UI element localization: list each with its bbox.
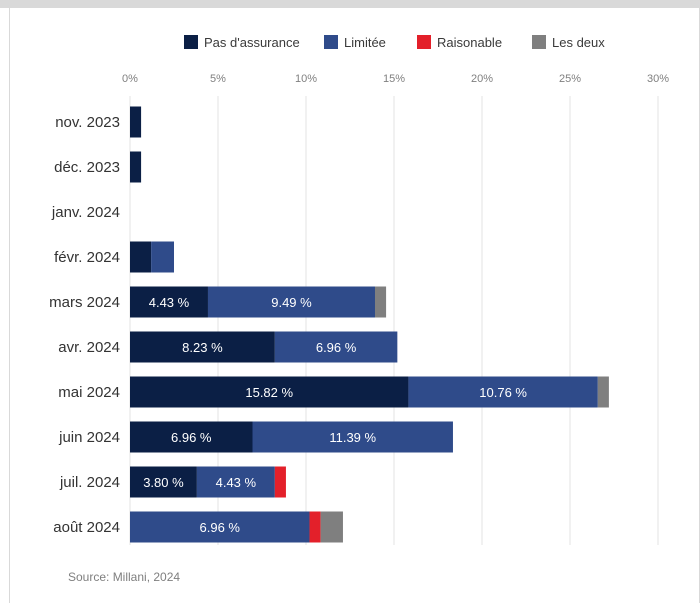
legend-label: Pas d'assurance	[204, 35, 300, 50]
category-label: août 2024	[53, 519, 120, 536]
x-tick-label: 25%	[559, 73, 581, 85]
bar-segment	[196, 466, 275, 498]
x-tick-label: 30%	[647, 73, 669, 85]
bar-segment	[309, 511, 321, 543]
bar-segment	[130, 106, 142, 138]
data-label: 4.43 %	[149, 295, 190, 310]
top-border	[0, 0, 700, 8]
bar-segment	[597, 376, 609, 408]
category-label: févr. 2024	[54, 249, 120, 266]
data-label: 6.96 %	[316, 340, 357, 355]
bar-segment	[374, 286, 387, 318]
legend-swatch	[417, 35, 431, 49]
bar-segment	[130, 331, 275, 363]
legend-swatch	[324, 35, 338, 49]
data-label: 8.23 %	[182, 340, 223, 355]
bar-segment	[274, 466, 286, 498]
x-tick-label: 20%	[471, 73, 493, 85]
category-label: janv. 2024	[51, 204, 120, 221]
bar-segment	[130, 511, 310, 543]
bar-segment	[130, 376, 409, 408]
bar-segment	[151, 241, 174, 273]
category-label: avr. 2024	[58, 339, 120, 356]
legend-label: Limitée	[344, 35, 386, 50]
source-note: Source: Millani, 2024	[68, 570, 181, 584]
category-label: juin 2024	[58, 429, 120, 446]
left-border	[9, 8, 10, 603]
legend-swatch	[184, 35, 198, 49]
category-label: mars 2024	[49, 294, 120, 311]
data-label: 15.82 %	[245, 385, 293, 400]
category-label: déc. 2023	[54, 159, 120, 176]
legend-label: Les deux	[552, 35, 605, 50]
data-label: 4.43 %	[216, 475, 257, 490]
category-label: juil. 2024	[59, 474, 120, 491]
bar-segment	[130, 421, 253, 453]
bar-segment	[408, 376, 598, 408]
bar-segment	[130, 241, 152, 273]
category-label: nov. 2023	[55, 114, 120, 131]
data-label: 6.96 %	[171, 430, 212, 445]
data-label: 11.39 %	[329, 430, 376, 445]
bar-segment	[320, 511, 343, 543]
bar-segment	[252, 421, 453, 453]
x-tick-label: 5%	[210, 73, 226, 85]
data-label: 6.96 %	[200, 520, 241, 535]
bar-segment	[207, 286, 375, 318]
bar-segment	[130, 151, 142, 183]
legend-label: Raisonable	[437, 35, 502, 50]
legend-swatch	[532, 35, 546, 49]
bar-segment	[130, 286, 208, 318]
data-label: 10.76 %	[479, 385, 527, 400]
bar-segment	[130, 466, 197, 498]
x-tick-label: 15%	[383, 73, 405, 85]
bar-segment	[274, 331, 398, 363]
category-label: mai 2024	[58, 384, 120, 401]
data-label: 9.49 %	[271, 295, 312, 310]
data-label: 3.80 %	[143, 475, 184, 490]
x-tick-label: 10%	[295, 73, 317, 85]
x-tick-label: 0%	[122, 73, 138, 85]
